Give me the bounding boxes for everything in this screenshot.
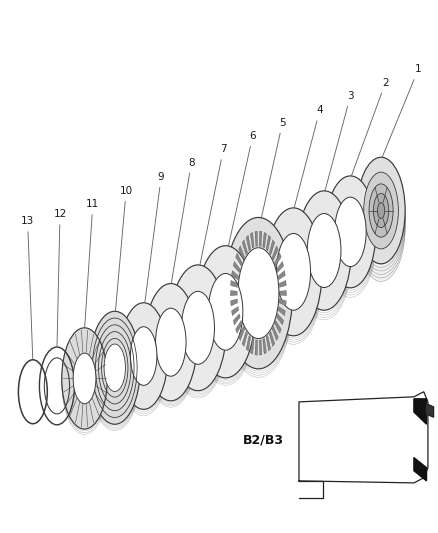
- Polygon shape: [277, 261, 283, 272]
- Ellipse shape: [73, 353, 96, 404]
- Ellipse shape: [335, 197, 366, 266]
- Polygon shape: [231, 280, 238, 287]
- Text: 10: 10: [116, 186, 133, 311]
- Polygon shape: [236, 320, 242, 333]
- Ellipse shape: [208, 273, 243, 350]
- Polygon shape: [232, 271, 239, 280]
- Text: 13: 13: [21, 216, 34, 359]
- Text: 3: 3: [325, 91, 354, 191]
- Polygon shape: [269, 240, 275, 255]
- Polygon shape: [275, 320, 281, 333]
- Ellipse shape: [307, 214, 341, 287]
- Ellipse shape: [369, 184, 393, 237]
- Polygon shape: [251, 232, 254, 248]
- Text: B2/B3: B2/B3: [243, 434, 283, 447]
- Text: 6: 6: [228, 131, 256, 246]
- Polygon shape: [263, 232, 266, 248]
- Polygon shape: [246, 335, 251, 351]
- Ellipse shape: [181, 292, 215, 364]
- Text: 7: 7: [200, 144, 227, 265]
- Polygon shape: [233, 261, 240, 272]
- Polygon shape: [232, 306, 239, 316]
- Polygon shape: [246, 236, 251, 251]
- Polygon shape: [414, 399, 427, 424]
- Ellipse shape: [297, 191, 351, 310]
- Ellipse shape: [357, 175, 405, 281]
- Text: 9: 9: [145, 172, 165, 302]
- Polygon shape: [242, 332, 247, 346]
- Ellipse shape: [276, 233, 311, 310]
- Text: 1: 1: [382, 64, 422, 157]
- Polygon shape: [255, 340, 258, 355]
- Ellipse shape: [155, 308, 186, 376]
- Ellipse shape: [378, 203, 385, 219]
- Polygon shape: [275, 253, 281, 266]
- Ellipse shape: [224, 217, 293, 369]
- Text: 11: 11: [85, 199, 99, 327]
- Polygon shape: [279, 290, 286, 296]
- Polygon shape: [269, 332, 275, 346]
- Polygon shape: [272, 246, 278, 260]
- Polygon shape: [279, 280, 286, 287]
- Polygon shape: [427, 404, 434, 417]
- Text: 8: 8: [171, 158, 195, 284]
- Polygon shape: [233, 314, 240, 325]
- Polygon shape: [414, 457, 427, 481]
- Ellipse shape: [364, 172, 399, 249]
- Ellipse shape: [238, 248, 279, 338]
- Polygon shape: [242, 240, 247, 255]
- Text: 4: 4: [294, 106, 323, 208]
- Ellipse shape: [145, 284, 197, 401]
- Polygon shape: [259, 340, 262, 355]
- Polygon shape: [230, 290, 237, 296]
- Ellipse shape: [357, 157, 405, 264]
- Ellipse shape: [196, 246, 255, 378]
- Ellipse shape: [325, 176, 376, 288]
- Polygon shape: [239, 246, 245, 260]
- Polygon shape: [277, 314, 283, 325]
- Polygon shape: [266, 335, 271, 351]
- Polygon shape: [278, 271, 285, 280]
- Ellipse shape: [104, 344, 125, 392]
- Text: 5: 5: [261, 118, 286, 219]
- Text: 12: 12: [53, 209, 67, 346]
- Polygon shape: [278, 306, 285, 316]
- Ellipse shape: [89, 311, 140, 424]
- Ellipse shape: [373, 193, 389, 228]
- Ellipse shape: [170, 265, 226, 391]
- Polygon shape: [255, 231, 258, 246]
- Polygon shape: [266, 236, 271, 251]
- Polygon shape: [279, 299, 286, 306]
- Polygon shape: [239, 326, 245, 341]
- Ellipse shape: [265, 208, 322, 336]
- Ellipse shape: [131, 327, 157, 385]
- Polygon shape: [231, 299, 238, 306]
- Polygon shape: [263, 338, 266, 354]
- Polygon shape: [236, 253, 242, 266]
- Polygon shape: [251, 338, 254, 354]
- Polygon shape: [259, 231, 262, 246]
- Text: 2: 2: [351, 78, 389, 176]
- Ellipse shape: [62, 328, 107, 429]
- Polygon shape: [272, 326, 278, 341]
- Ellipse shape: [120, 303, 168, 409]
